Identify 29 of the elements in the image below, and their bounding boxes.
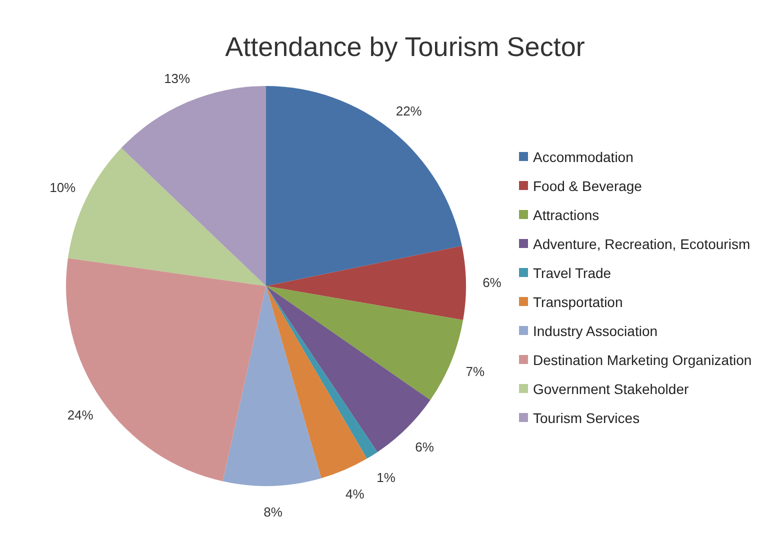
pie-slice bbox=[266, 286, 464, 400]
pie-slice bbox=[266, 286, 378, 459]
data-label: 7% bbox=[466, 364, 485, 380]
pie-slice bbox=[121, 86, 266, 286]
data-label: 22% bbox=[396, 103, 422, 118]
legend-label: Transportation bbox=[533, 294, 623, 310]
chart-title: Attendance by Tourism Sector bbox=[225, 32, 585, 62]
legend-label: Accommodation bbox=[533, 148, 634, 165]
pie-slice bbox=[222, 286, 322, 486]
data-label: 8% bbox=[264, 504, 283, 520]
legend-label: Destination Marketing Organization bbox=[533, 352, 752, 368]
data-label: 4% bbox=[346, 486, 365, 502]
data-label: 1% bbox=[376, 470, 396, 486]
legend-label: Industry Association bbox=[533, 322, 658, 339]
legend-label: Adventure, Recreation, Ecotourism bbox=[533, 236, 750, 252]
pie-slice bbox=[66, 258, 266, 482]
data-label: 10% bbox=[50, 180, 76, 196]
legend-label: Attractions bbox=[533, 206, 600, 223]
legend-label: Food & Beverage bbox=[533, 178, 642, 194]
pie-slice bbox=[266, 286, 367, 478]
legend-label: Government Stakeholder bbox=[533, 380, 689, 397]
pie-slice bbox=[266, 86, 462, 286]
pie-slice bbox=[266, 246, 466, 320]
data-label: 24% bbox=[67, 407, 94, 422]
data-label: 13% bbox=[164, 70, 191, 86]
legend-label: Tourism Services bbox=[533, 410, 640, 426]
legend-label: Travel Trade bbox=[533, 264, 612, 281]
data-label: 6% bbox=[415, 440, 434, 455]
data-label: 6% bbox=[482, 275, 502, 290]
